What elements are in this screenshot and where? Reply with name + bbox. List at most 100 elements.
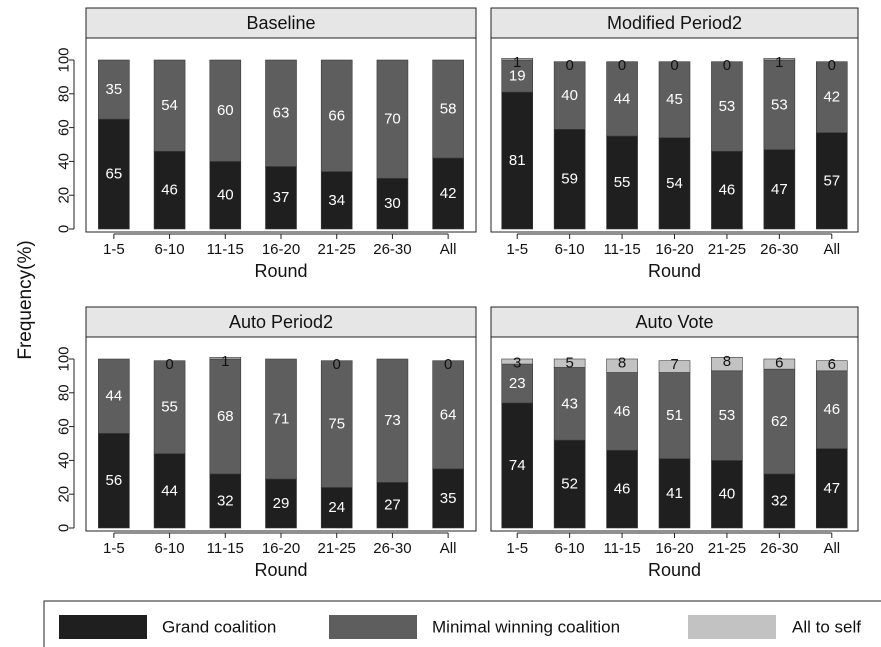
data-label-grand: 56 xyxy=(106,472,123,489)
data-label-minimal: 68 xyxy=(217,408,234,425)
bar-segment-minimal xyxy=(153,59,186,152)
x-tick-label: 1-5 xyxy=(103,241,125,258)
y-tick-label: 60 xyxy=(56,119,73,136)
panel-title: Auto Period2 xyxy=(229,312,333,332)
y-axis-title: Frequency(%) xyxy=(15,240,36,359)
data-label-grand: 41 xyxy=(666,485,683,502)
bar-segment-grand xyxy=(432,157,464,230)
y-tick-label: 100 xyxy=(56,346,73,371)
x-tick-label: 16-20 xyxy=(262,241,300,258)
legend-swatch-minimal xyxy=(329,615,417,639)
data-label-self: 1 xyxy=(221,353,229,370)
data-label-self: 6 xyxy=(828,356,836,373)
x-tick-label: 26-30 xyxy=(373,540,411,557)
bar-segment-minimal xyxy=(98,358,130,434)
data-label-self: 7 xyxy=(670,356,678,373)
x-tick-label: 6-10 xyxy=(155,241,185,258)
panel-header xyxy=(490,7,859,39)
x-tick-label: 21-25 xyxy=(318,540,356,557)
data-label-self: 0 xyxy=(828,57,836,74)
data-label-minimal: 35 xyxy=(106,81,123,98)
x-tick-label: 1-5 xyxy=(506,540,528,557)
bar-segment-grand xyxy=(711,150,743,230)
y-tick-label: 0 xyxy=(56,524,73,532)
data-label-grand: 40 xyxy=(719,486,736,503)
bar-segment-minimal xyxy=(209,59,242,162)
data-label-self: 3 xyxy=(513,355,521,372)
data-label-minimal: 44 xyxy=(614,90,631,107)
y-tick-label: 40 xyxy=(56,153,73,170)
data-label-minimal: 64 xyxy=(440,406,457,423)
x-tick-label: 1-5 xyxy=(103,540,125,557)
bar-segment-self xyxy=(763,58,796,61)
bar-segment-self xyxy=(606,358,638,373)
bar-segment-minimal xyxy=(432,360,464,470)
legend: Grand coalition Minimal winning coalition… xyxy=(43,600,881,647)
bar-segment-minimal xyxy=(606,61,638,137)
bar-segment-grand xyxy=(98,118,130,230)
panel-4: Auto Vote 1-5 6-10 11-15 16-20 21-25 26-30 All R… xyxy=(490,306,859,580)
x-tick-label: 1-5 xyxy=(506,241,528,258)
bar-segment-minimal xyxy=(501,59,534,93)
bar-segment-minimal xyxy=(658,61,691,139)
panel-1: Baseline 0 20 40 60 80 100 1-5 6-10 11-15 16-20 21-… xyxy=(56,7,477,281)
data-label-self: 0 xyxy=(333,356,341,373)
data-label-self: 0 xyxy=(165,356,173,373)
data-label-grand: 27 xyxy=(384,497,401,514)
data-label-grand: 44 xyxy=(161,482,178,499)
panel-header xyxy=(85,7,477,39)
bar-segment-minimal xyxy=(815,370,848,449)
bar-segment-minimal xyxy=(711,61,743,152)
bar-segment-minimal xyxy=(553,61,586,130)
bar-segment-grand xyxy=(320,171,353,230)
x-tick-label: 21-25 xyxy=(318,241,356,258)
data-label-minimal: 58 xyxy=(440,101,457,118)
x-tick-label: 16-20 xyxy=(655,540,693,557)
bar-segment-minimal xyxy=(265,59,297,167)
bar-segment-grand xyxy=(320,487,353,529)
bar-segment-self xyxy=(501,58,534,61)
y-tick-label: 100 xyxy=(56,47,73,72)
data-label-grand: 65 xyxy=(106,166,123,183)
data-label-grand: 57 xyxy=(823,172,840,189)
data-label-minimal: 73 xyxy=(384,412,401,429)
y-tick-label: 20 xyxy=(56,486,73,503)
x-tick-label: All xyxy=(440,241,457,258)
data-label-grand: 30 xyxy=(384,195,401,212)
data-label-minimal: 53 xyxy=(719,98,736,115)
legend-swatch-grand xyxy=(59,615,147,639)
data-label-minimal: 70 xyxy=(384,111,401,128)
data-label-self: 0 xyxy=(618,57,626,74)
x-tick-label: 6-10 xyxy=(555,241,585,258)
bar-segment-grand xyxy=(501,91,534,230)
bar-segment-self xyxy=(209,357,242,360)
data-label-minimal: 53 xyxy=(771,96,788,113)
data-label-minimal: 46 xyxy=(823,401,840,418)
data-label-grand: 52 xyxy=(561,476,578,493)
data-label-minimal: 63 xyxy=(273,105,290,122)
data-label-minimal: 42 xyxy=(823,89,840,106)
bar-segment-self xyxy=(815,360,848,372)
data-label-self: 8 xyxy=(618,355,626,372)
data-label-self: 0 xyxy=(444,356,452,373)
y-tick-label: 60 xyxy=(56,418,73,435)
data-label-minimal: 23 xyxy=(509,375,526,392)
bar-segment-minimal xyxy=(815,61,848,133)
data-label-grand: 54 xyxy=(666,175,683,192)
data-label-minimal: 46 xyxy=(614,403,631,420)
bar-segment-grand xyxy=(606,449,638,529)
data-label-grand: 74 xyxy=(509,457,526,474)
data-label-minimal: 54 xyxy=(161,97,178,114)
y-tick-label: 20 xyxy=(56,187,73,204)
x-tick-label: 11-15 xyxy=(207,540,244,557)
data-label-grand: 29 xyxy=(273,495,290,512)
data-label-grand: 47 xyxy=(771,181,788,198)
bar-segment-self xyxy=(658,360,691,373)
data-label-grand: 46 xyxy=(161,182,178,199)
bar-segment-grand xyxy=(98,433,130,529)
legend-label-grand: Grand coalition xyxy=(162,618,276,637)
data-label-self: 1 xyxy=(513,54,521,71)
bar-segment-minimal xyxy=(209,358,242,475)
x-axis-title: Round xyxy=(648,560,701,580)
